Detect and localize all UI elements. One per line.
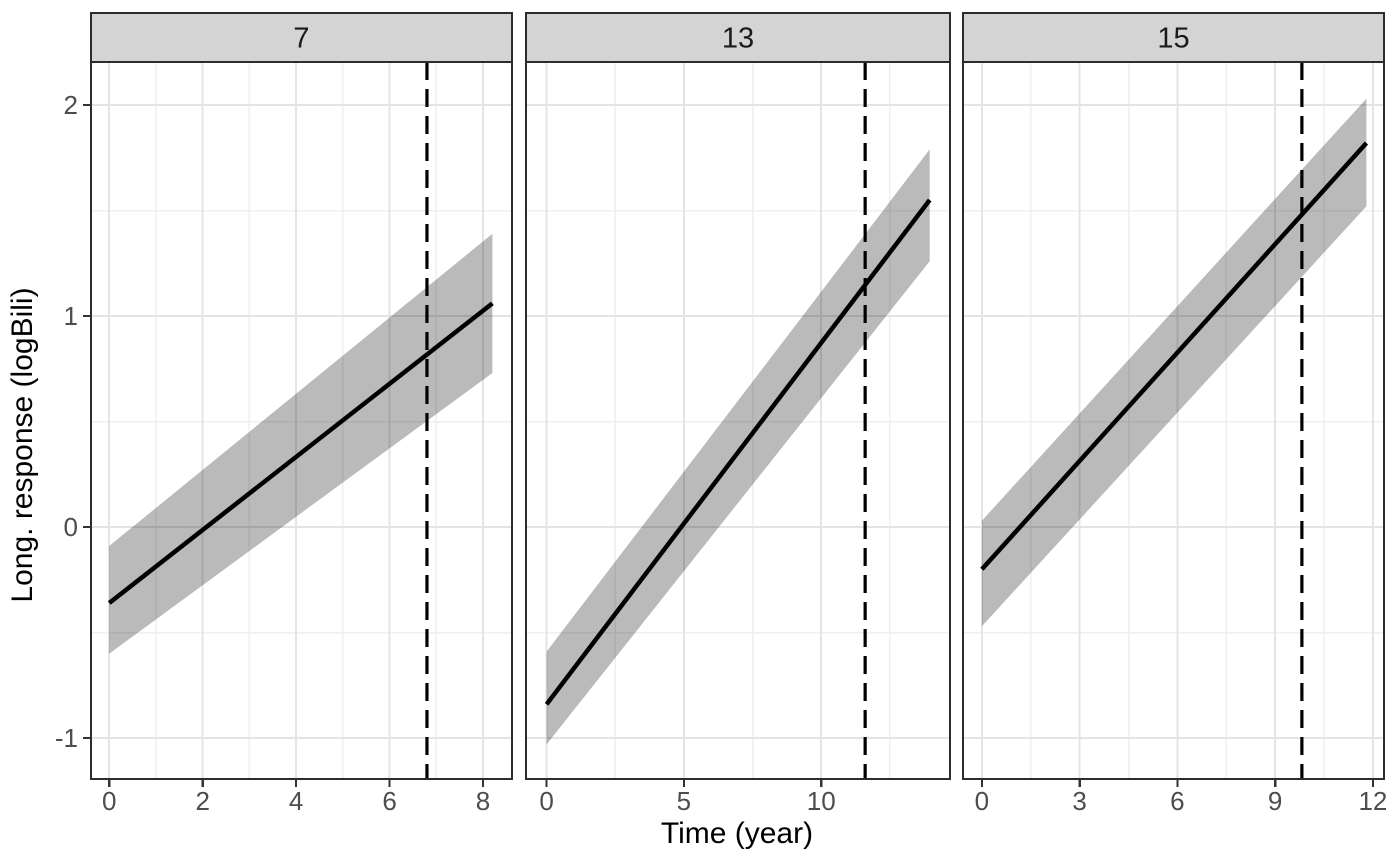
x-tick-label: 8	[476, 786, 490, 816]
confidence-ribbon	[109, 233, 493, 654]
facet-strip-label: 13	[722, 23, 754, 55]
confidence-ribbon	[546, 149, 930, 745]
y-tick-label: 1	[64, 301, 78, 331]
facet-panel: 15 0 3 6 9 12	[962, 12, 1387, 816]
facet-panel: 13 0 5 10	[525, 12, 951, 816]
x-tick-label: 12	[1358, 786, 1387, 816]
x-tick-label: 0	[102, 786, 116, 816]
x-tick-label: 4	[289, 786, 303, 816]
facet-strip-label: 15	[1157, 23, 1189, 55]
panel-background	[526, 62, 950, 779]
confidence-ribbon	[981, 98, 1367, 627]
x-tick-label: 6	[1170, 786, 1184, 816]
panel-background	[91, 62, 512, 779]
x-tick-label: 10	[807, 786, 836, 816]
facet-strip	[525, 12, 951, 63]
facet-strip	[90, 12, 513, 63]
y-tick-label: 2	[64, 90, 78, 120]
y-tick-label: -1	[55, 723, 78, 753]
x-tick-label: 5	[677, 786, 691, 816]
x-tick-label: 2	[195, 786, 209, 816]
x-tick-label: 6	[382, 786, 396, 816]
y-tick-label: 0	[64, 512, 78, 542]
x-tick-label: 9	[1268, 786, 1282, 816]
facet-strip-label: 7	[293, 23, 309, 55]
panel-background	[963, 62, 1384, 779]
x-tick-label: 0	[975, 786, 989, 816]
fit-line	[107, 301, 494, 605]
x-tick-label: 3	[1072, 786, 1086, 816]
x-tick-label: 0	[539, 786, 553, 816]
facet-strip	[962, 12, 1385, 63]
y-axis-title: Long. response (logBili)	[6, 287, 39, 602]
facet-panel: 7 0 2 4 6 8 -1 0 1 2	[55, 12, 513, 816]
x-axis-title: Time (year)	[661, 817, 813, 850]
